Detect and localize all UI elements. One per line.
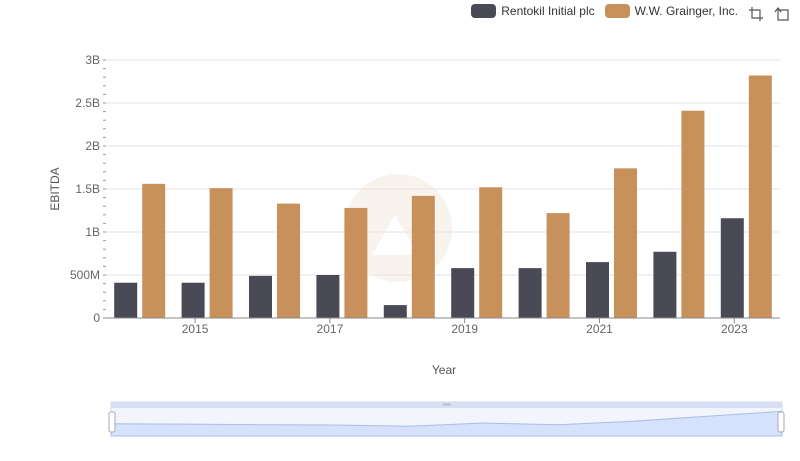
datazoom-handle-left[interactable]: [108, 411, 116, 433]
y-tick-label: 0: [93, 311, 100, 325]
datazoom-preview-area: [110, 410, 783, 437]
x-tick-label: 2015: [182, 322, 209, 336]
x-axis-title: Year: [432, 363, 456, 377]
bar-grainger-2014: [142, 183, 166, 318]
bar-rentokil-2023: [720, 218, 744, 318]
chart-legend: Rentokil Initial plc W.W. Grainger, Inc.: [471, 4, 738, 18]
y-axis-title: EBITDA: [48, 167, 62, 210]
legend-swatch-rentokil: [471, 4, 497, 18]
legend-item-rentokil[interactable]: Rentokil Initial plc: [471, 4, 595, 18]
bar-grainger-2015: [209, 188, 233, 318]
chart-toolbox: [748, 6, 790, 22]
bar-grainger-2023: [748, 75, 772, 318]
bar-rentokil-2022: [653, 251, 677, 318]
legend-item-grainger[interactable]: W.W. Grainger, Inc.: [604, 4, 738, 18]
bar-grainger-2018: [411, 195, 435, 318]
bar-grainger-2020: [546, 213, 570, 318]
zoom-icon[interactable]: [748, 6, 764, 22]
bar-grainger-2021: [614, 168, 637, 318]
bars: [114, 75, 772, 319]
bar-rentokil-2021: [586, 262, 609, 318]
x-tick-label: 2021: [586, 322, 613, 336]
y-tick-label: 500M: [70, 268, 100, 282]
bar-grainger-2017: [344, 207, 368, 318]
datazoom-drag-grip[interactable]: [443, 403, 451, 406]
bar-grainger-2022: [681, 110, 705, 319]
legend-swatch-grainger: [604, 4, 630, 18]
legend-label-grainger: W.W. Grainger, Inc.: [634, 4, 738, 18]
legend-label-rentokil: Rentokil Initial plc: [501, 4, 595, 18]
y-tick-label: 2B: [85, 139, 100, 153]
bar-grainger-2016: [277, 203, 300, 318]
y-axis: 0 500M 1B 1.5B 2B 2.5B 3B: [70, 53, 106, 325]
bar-rentokil-2016: [249, 275, 272, 318]
datazoom-slider[interactable]: [108, 401, 785, 437]
restore-icon[interactable]: [774, 6, 790, 22]
bar-rentokil-2014: [114, 282, 138, 318]
bar-grainger-2019: [479, 187, 503, 318]
bar-rentokil-2015: [181, 282, 205, 318]
datazoom-handle-right[interactable]: [777, 411, 785, 433]
bar-rentokil-2018: [383, 305, 407, 318]
x-axis: 2015 2017 2019 2021 2023: [106, 317, 780, 336]
x-tick-label: 2023: [721, 322, 748, 336]
y-tick-label: 1.5B: [75, 182, 100, 196]
x-tick-label: 2017: [317, 322, 344, 336]
y-tick-label: 2.5B: [75, 96, 100, 110]
y-tick-label: 3B: [85, 53, 100, 67]
bar-rentokil-2017: [316, 275, 340, 318]
x-tick-label: 2019: [451, 322, 478, 336]
y-tick-label: 1B: [85, 225, 100, 239]
bar-rentokil-2020: [518, 268, 542, 318]
bar-rentokil-2019: [451, 268, 475, 318]
